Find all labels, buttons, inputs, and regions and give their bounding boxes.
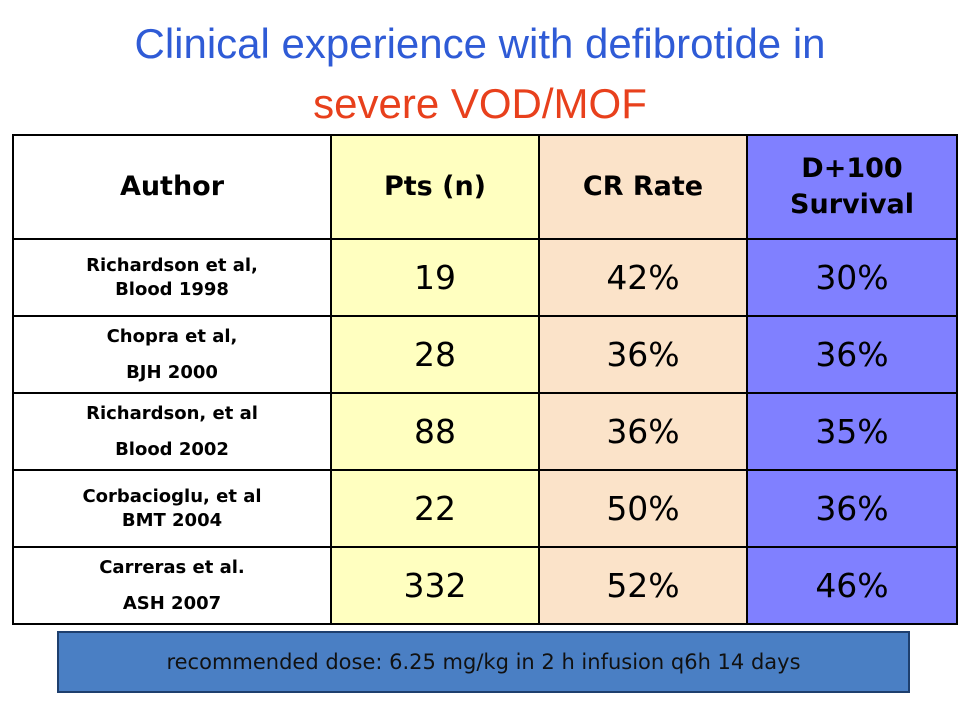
author-cell: Chopra et al, BJH 2000 <box>12 315 332 394</box>
author-source: ASH 2007 <box>122 592 222 614</box>
author-cell: Richardson et al, Blood 1998 <box>12 238 332 317</box>
table-row: Richardson et al, Blood 1998 19 42% 30% <box>12 238 958 317</box>
pts-cell: 19 <box>330 238 540 317</box>
author-name: Richardson, et al <box>86 402 258 424</box>
dose-note-text: recommended dose: 6.25 mg/kg in 2 h infu… <box>166 650 801 674</box>
table-row: Carreras et al. ASH 2007 332 52% 46% <box>12 546 958 625</box>
cr-rate-cell: 52% <box>538 546 748 625</box>
cr-rate-cell: 42% <box>538 238 748 317</box>
author-source: BMT 2004 <box>121 509 223 531</box>
header-pts: Pts (n) <box>330 134 540 240</box>
table-row: Richardson, et al Blood 2002 88 36% 35% <box>12 392 958 471</box>
author-cell: Richardson, et al Blood 2002 <box>12 392 332 471</box>
author-name: Chopra et al, <box>106 325 238 347</box>
pts-cell: 88 <box>330 392 540 471</box>
title-line-1: Clinical experience with defibrotide in <box>134 20 826 67</box>
author-name: Corbacioglu, et al <box>82 485 262 507</box>
title-line-2: severe VOD/MOF <box>313 80 647 127</box>
pts-cell: 22 <box>330 469 540 548</box>
survival-cell: 36% <box>746 469 958 548</box>
table-row: Chopra et al, BJH 2000 28 36% 36% <box>12 315 958 394</box>
table-row: Corbacioglu, et al BMT 2004 22 50% 36% <box>12 469 958 548</box>
results-table: Author Pts (n) CR Rate D+100 Survival Ri… <box>12 134 958 625</box>
dose-note-box: recommended dose: 6.25 mg/kg in 2 h infu… <box>57 631 910 693</box>
pts-cell: 332 <box>330 546 540 625</box>
author-name: Carreras et al. <box>99 556 245 578</box>
survival-cell: 35% <box>746 392 958 471</box>
header-author: Author <box>12 134 332 240</box>
author-name: Richardson et al, <box>86 254 258 276</box>
author-cell: Corbacioglu, et al BMT 2004 <box>12 469 332 548</box>
author-cell: Carreras et al. ASH 2007 <box>12 546 332 625</box>
survival-cell: 46% <box>746 546 958 625</box>
cr-rate-cell: 36% <box>538 392 748 471</box>
survival-cell: 30% <box>746 238 958 317</box>
author-source: Blood 1998 <box>115 278 229 300</box>
header-survival-line-1: D+100 <box>801 153 903 184</box>
cr-rate-cell: 36% <box>538 315 748 394</box>
author-source: BJH 2000 <box>126 361 218 383</box>
header-survival: D+100 Survival <box>746 134 958 240</box>
header-survival-line-2: Survival <box>790 189 914 220</box>
table-header-row: Author Pts (n) CR Rate D+100 Survival <box>12 134 958 240</box>
slide-title: Clinical experience with defibrotide in … <box>0 14 960 134</box>
cr-rate-cell: 50% <box>538 469 748 548</box>
header-cr-rate: CR Rate <box>538 134 748 240</box>
survival-cell: 36% <box>746 315 958 394</box>
pts-cell: 28 <box>330 315 540 394</box>
author-source: Blood 2002 <box>115 438 229 460</box>
